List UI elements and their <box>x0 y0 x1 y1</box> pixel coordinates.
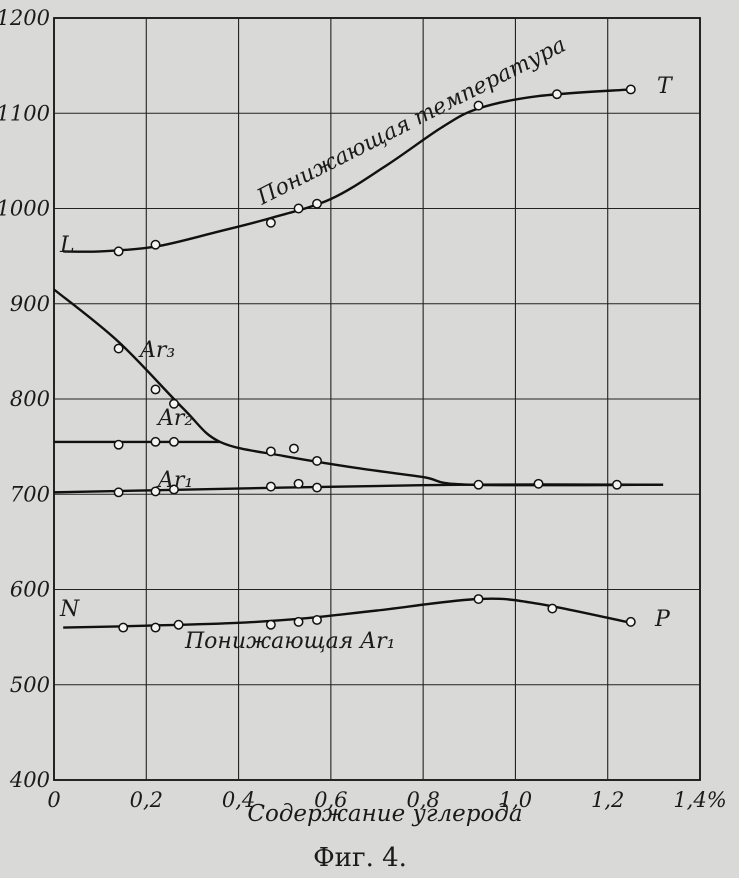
data-point-ar2 <box>169 436 179 447</box>
x-tick-labels: 0 0,2 0,4 0,6 0,8 1,0 1,2 1,4% <box>47 788 726 812</box>
data-point-ar3 <box>150 384 161 395</box>
data-point-ar2 <box>150 436 161 447</box>
series-letter-lowering_temp-start_letter: L <box>59 233 75 258</box>
x-tick-label: 1,4% <box>673 788 726 812</box>
y-tick-label: 900 <box>10 292 50 316</box>
series-letter-lowering_ar1-start_letter: N <box>59 597 80 622</box>
series-letter-lowering_temp-end_letter: T <box>657 74 674 99</box>
chart-grid <box>53 17 701 781</box>
data-point-lowering_temp <box>625 84 636 95</box>
data-point-ar1 <box>473 479 484 490</box>
series-labels: Понижающая температура Ar₃ Ar₂ Ar₁ Понижающа… <box>59 33 674 654</box>
series-label-lowering_ar1: Понижающая Ar₁ <box>184 629 396 654</box>
y-tick-label: 500 <box>10 673 50 697</box>
data-point-ar1 <box>312 482 322 493</box>
chart-points <box>113 84 636 633</box>
y-tick-label: 1000 <box>0 197 50 221</box>
series-label-ar1: Ar₁ <box>156 468 193 493</box>
x-tick-label: 1,2 <box>591 788 624 812</box>
data-point-lowering_ar1 <box>173 619 184 630</box>
data-point-lowering_temp <box>312 198 322 209</box>
data-point-ar2 <box>312 455 322 466</box>
data-point-lowering_ar1 <box>625 616 636 627</box>
y-tick-label: 700 <box>10 482 50 506</box>
x-tick-label: 0 <box>47 788 60 812</box>
data-point-ar2 <box>113 439 124 450</box>
series-label-lowering_temp: Понижающая температура <box>252 33 570 211</box>
x-tick-label: 0,4 <box>222 788 255 812</box>
data-point-ar1 <box>611 479 622 490</box>
series-line-lowering_temp <box>63 88 631 253</box>
data-point-lowering_ar1 <box>150 622 161 633</box>
data-point-lowering_temp <box>265 217 276 228</box>
y-tick-label: 600 <box>10 578 50 602</box>
y-tick-label: 800 <box>10 387 50 411</box>
data-point-ar1 <box>169 484 179 495</box>
data-point-ar2 <box>265 446 276 457</box>
data-point-ar3 <box>169 398 179 409</box>
data-point-ar1 <box>150 486 161 497</box>
chart-series <box>53 88 664 629</box>
y-tick-label: 1200 <box>0 6 50 30</box>
data-point-ar1 <box>533 478 544 489</box>
data-point-lowering_temp <box>473 100 484 111</box>
y-tick-label: 400 <box>9 768 50 792</box>
data-point-ar1 <box>293 478 304 489</box>
y-tick-labels: 400 500 600 700 800 900 1000 1100 1200 <box>0 6 50 792</box>
x-axis-label: Содержание углерода <box>247 801 522 827</box>
data-point-lowering_ar1 <box>293 616 304 627</box>
x-tick-label: 1,0 <box>499 788 532 812</box>
data-point-lowering_ar1 <box>547 603 558 614</box>
y-tick-label: 1100 <box>0 101 50 125</box>
x-tick-label: 0,2 <box>130 788 163 812</box>
x-tick-label: 0,6 <box>314 788 347 812</box>
data-point-lowering_temp <box>150 239 161 250</box>
figure-caption: Фиг. 4. <box>313 843 407 873</box>
data-point-ar1 <box>113 487 124 498</box>
data-point-lowering_temp <box>113 246 124 257</box>
data-point-lowering_ar1 <box>118 622 129 633</box>
series-letter-lowering_ar1-end_letter: P <box>654 607 671 632</box>
data-point-ar2 <box>288 443 299 454</box>
data-point-ar3 <box>113 343 124 354</box>
x-tick-label: 0,8 <box>406 788 439 812</box>
series-label-ar2: Ar₂ <box>156 406 193 431</box>
series-line-lowering_ar1 <box>63 597 632 629</box>
data-point-lowering_ar1 <box>473 594 484 604</box>
data-point-lowering_ar1 <box>265 619 276 630</box>
series-line-ar3 <box>53 288 664 487</box>
data-point-lowering_temp <box>552 89 562 100</box>
data-point-ar1 <box>265 481 276 492</box>
data-point-lowering_ar1 <box>312 615 322 625</box>
series-label-ar3: Ar₃ <box>138 338 175 363</box>
series-line-ar1 <box>53 483 664 494</box>
data-point-lowering_temp <box>293 203 304 214</box>
